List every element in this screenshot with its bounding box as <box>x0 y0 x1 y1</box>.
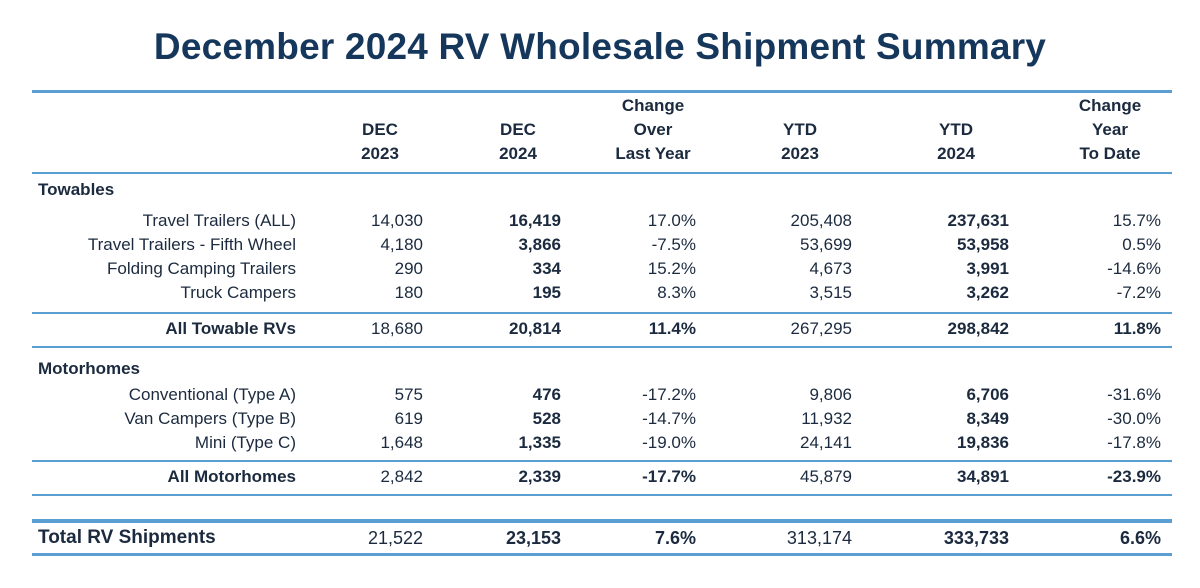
cell-dec2023: 21,522 <box>367 528 423 548</box>
cell-change: 8.3% <box>657 283 696 302</box>
cell-ytd2023: 53,699 <box>800 235 852 254</box>
cell-dec2024: 23,153 <box>505 528 561 548</box>
cell-ytd2023: 45,879 <box>800 467 852 486</box>
page-title: December 2024 RV Wholesale Shipment Summ… <box>153 26 1047 67</box>
cell-ytd2024: 8,349 <box>966 409 1009 428</box>
cell-changeYtd: -14.6% <box>1107 259 1161 278</box>
header-ytd-2024: YTD 2024 <box>937 120 975 163</box>
cell-changeYtd: -30.0% <box>1107 409 1161 428</box>
cell-change: -19.0% <box>642 433 696 452</box>
rule-motorhomes-total-bottom <box>32 494 1172 496</box>
header-change-year-to-date: Change Year To Date <box>1078 96 1142 163</box>
row-label: All Motorhomes <box>167 467 296 486</box>
cell-dec2023: 180 <box>394 283 423 302</box>
cell-changeYtd: 0.5% <box>1122 235 1161 254</box>
cell-change: 15.2% <box>647 259 696 278</box>
cell-ytd2023: 313,174 <box>786 528 852 548</box>
cell-dec2023: 619 <box>394 409 423 428</box>
cell-ytd2023: 3,515 <box>809 283 852 302</box>
rule-motorhomes-total-top <box>32 460 1172 462</box>
cell-dec2023: 1,648 <box>380 433 423 452</box>
rule-header-bottom <box>32 172 1172 174</box>
cell-change: 17.0% <box>647 211 696 230</box>
cell-dec2024: 195 <box>532 283 561 302</box>
cell-changeYtd: -31.6% <box>1107 385 1161 404</box>
row-label: Mini (Type C) <box>194 433 296 452</box>
cell-ytd2024: 53,958 <box>957 235 1009 254</box>
cell-ytd2024: 237,631 <box>947 211 1009 230</box>
rule-grand-total-top <box>32 519 1172 523</box>
cell-ytd2024: 19,836 <box>957 433 1009 452</box>
rule-towables-total-bottom <box>32 346 1172 348</box>
cell-changeYtd: -17.8% <box>1107 433 1161 452</box>
cell-dec2024: 3,866 <box>518 235 561 254</box>
cell-dec2024: 528 <box>532 409 561 428</box>
cell-ytd2024: 298,842 <box>947 319 1009 338</box>
row-label: Folding Camping Trailers <box>107 259 296 278</box>
cell-ytd2024: 34,891 <box>957 467 1009 486</box>
header-dec-2023: DEC 2023 <box>361 120 399 163</box>
cell-changeYtd: -23.9% <box>1107 467 1161 486</box>
cell-changeYtd: 15.7% <box>1112 211 1161 230</box>
row-label: Truck Campers <box>180 283 296 302</box>
row-label: All Towable RVs <box>165 319 296 338</box>
cell-change: -7.5% <box>651 235 696 254</box>
cell-changeYtd: 6.6% <box>1119 528 1161 548</box>
row-label: Total RV Shipments <box>38 527 216 548</box>
cell-dec2024: 2,339 <box>518 467 561 486</box>
header-change-over-last-year: Change Over Last Year <box>615 96 691 163</box>
cell-change: -17.2% <box>642 385 696 404</box>
section-motorhomes: Motorhomes <box>38 359 140 378</box>
cell-changeYtd: 11.8% <box>1113 319 1161 338</box>
cell-change: 11.4% <box>648 319 696 338</box>
cell-dec2023: 2,842 <box>380 467 423 486</box>
cell-dec2024: 16,419 <box>509 211 561 230</box>
cell-ytd2024: 6,706 <box>966 385 1009 404</box>
cell-dec2023: 4,180 <box>380 235 423 254</box>
cell-dec2023: 14,030 <box>371 211 423 230</box>
cell-ytd2023: 4,673 <box>809 259 852 278</box>
cell-changeYtd: -7.2% <box>1116 283 1161 302</box>
cell-ytd2024: 333,733 <box>943 528 1009 548</box>
cell-dec2024: 20,814 <box>509 319 561 338</box>
cell-ytd2023: 24,141 <box>800 433 852 452</box>
row-label: Travel Trailers (ALL) <box>142 211 296 230</box>
rule-towables-total-top <box>32 312 1172 314</box>
cell-change: -14.7% <box>642 409 696 428</box>
cell-dec2024: 476 <box>532 385 561 404</box>
header-dec-2024: DEC 2024 <box>499 120 537 163</box>
rule-top <box>32 90 1172 93</box>
cell-ytd2023: 205,408 <box>790 211 852 230</box>
row-label: Travel Trailers - Fifth Wheel <box>87 235 296 254</box>
cell-dec2023: 18,680 <box>371 319 423 338</box>
section-towables: Towables <box>38 180 115 199</box>
cell-ytd2023: 11,932 <box>801 409 852 428</box>
row-label: Conventional (Type A) <box>128 385 296 404</box>
row-label: Van Campers (Type B) <box>124 409 296 428</box>
cell-ytd2024: 3,991 <box>966 259 1009 278</box>
header-ytd-2023: YTD 2023 <box>781 120 819 163</box>
rule-grand-total-bottom <box>32 553 1172 556</box>
cell-ytd2023: 267,295 <box>790 319 852 338</box>
cell-dec2024: 334 <box>532 259 561 278</box>
cell-change: 7.6% <box>654 528 696 548</box>
cell-ytd2023: 9,806 <box>809 385 852 404</box>
cell-dec2023: 575 <box>394 385 423 404</box>
cell-ytd2024: 3,262 <box>966 283 1009 302</box>
cell-dec2023: 290 <box>394 259 423 278</box>
cell-change: -17.7% <box>642 467 696 486</box>
cell-dec2024: 1,335 <box>518 433 561 452</box>
